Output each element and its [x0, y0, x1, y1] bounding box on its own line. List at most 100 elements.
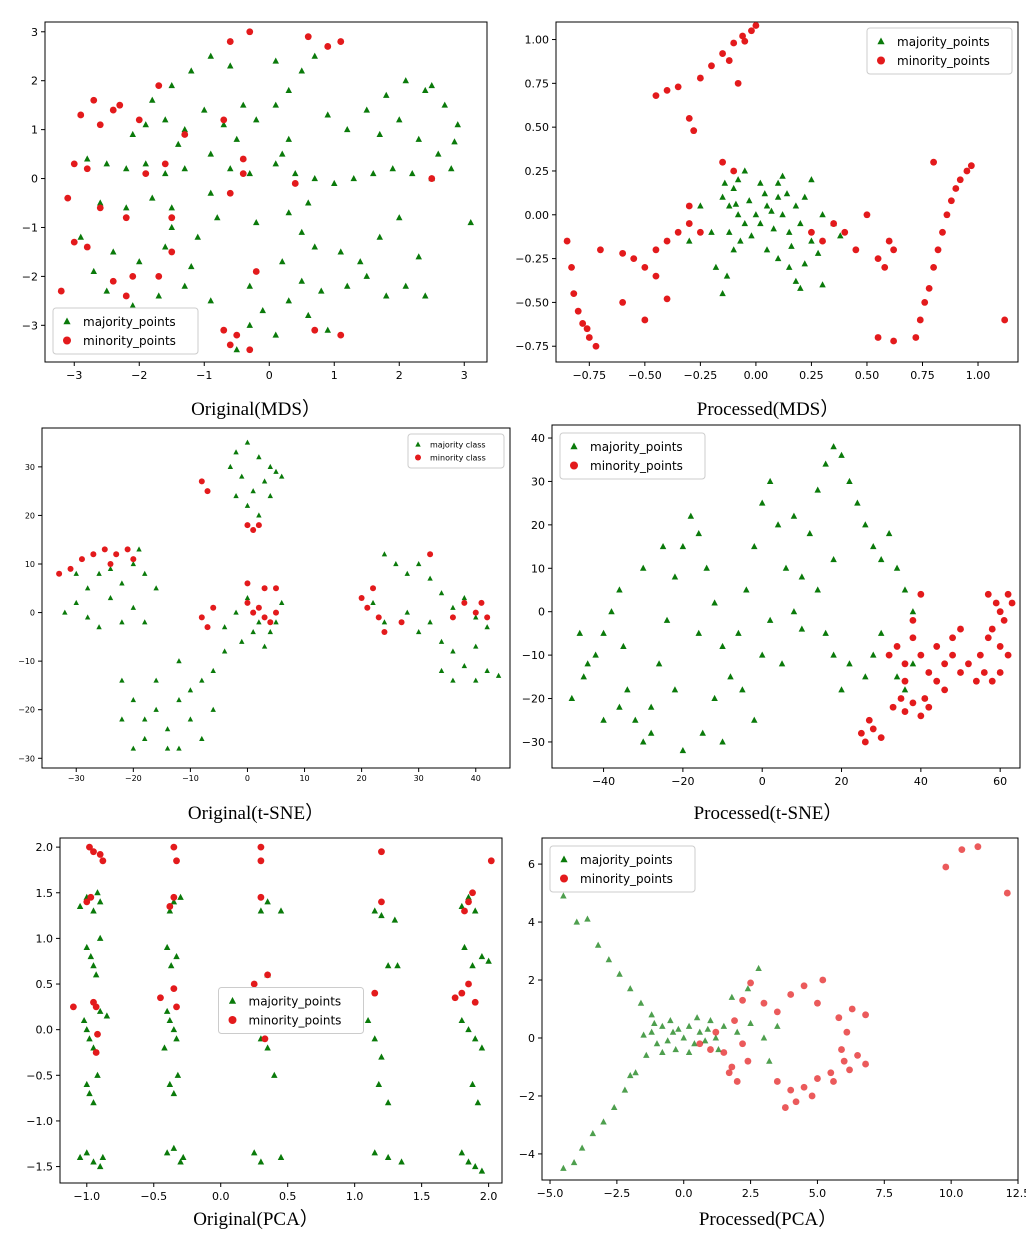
y-tick-label: 0.75: [525, 77, 550, 90]
panel-original-mds: −3 −2 −1 0 1 2 3 −3 −2 −1 0 1 2 3 majority_points minor…: [0, 0, 512, 420]
data-point-minority: [157, 994, 164, 1002]
data-point-minority: [974, 843, 982, 851]
data-point-minority: [579, 320, 587, 327]
data-point-minority: [933, 643, 941, 650]
data-point-majority: [707, 1016, 714, 1024]
data-point-majority: [798, 625, 806, 632]
data-point-majority: [484, 624, 490, 630]
panel-original-pca: −1.0 −0.5 0.0 0.5 1.0 1.5 2.0 −1.5 −1.0 −0.5 0.0 0.…: [0, 830, 512, 1234]
data-point-majority: [632, 1069, 639, 1076]
data-point-majority: [901, 686, 909, 693]
data-point-majority: [166, 1080, 174, 1087]
data-point-majority: [99, 1153, 107, 1160]
data-point-minority: [428, 175, 436, 182]
data-point-majority: [580, 673, 587, 680]
x-tick-label: −1: [196, 369, 212, 382]
data-point-majority: [163, 943, 171, 951]
data-point-majority: [246, 282, 253, 289]
data-point-minority: [862, 1060, 869, 1068]
data-point-majority: [136, 258, 143, 265]
data-point-majority: [761, 190, 769, 197]
y-tick-label: −1.0: [26, 1115, 53, 1128]
legend-marker-majority: [415, 441, 421, 447]
y-tick-label: −0.25: [515, 253, 549, 266]
data-point-majority: [376, 233, 383, 240]
data-point-minority: [685, 220, 693, 227]
data-point-majority: [233, 609, 239, 615]
y-tick-label: −20: [18, 706, 35, 715]
data-point-minority: [781, 1104, 789, 1111]
data-point-majority: [250, 1149, 258, 1156]
data-point-minority: [250, 527, 257, 533]
data-point-majority: [324, 326, 331, 333]
data-point-minority: [730, 39, 738, 47]
data-point-majority: [806, 529, 814, 537]
data-point-minority: [83, 243, 91, 251]
data-point-minority: [465, 980, 472, 988]
data-point-majority: [285, 86, 292, 94]
data-point-majority: [318, 287, 325, 294]
data-point-minority: [161, 160, 169, 168]
data-point-minority: [854, 1051, 861, 1059]
data-point-minority: [814, 1075, 821, 1082]
data-point-minority: [934, 246, 942, 254]
data-point-majority: [285, 209, 292, 216]
data-point-majority: [298, 228, 305, 235]
data-point-majority: [163, 1149, 171, 1156]
data-point-minority: [652, 272, 660, 280]
data-point-majority: [600, 629, 607, 636]
data-point-majority: [83, 943, 91, 951]
data-point-minority: [324, 43, 332, 50]
data-point-minority: [233, 331, 241, 339]
data-point-majority: [168, 81, 175, 89]
data-point-minority: [478, 599, 485, 606]
data-point-majority: [149, 194, 156, 201]
data-point-majority: [256, 619, 262, 625]
data-point-minority: [912, 334, 920, 341]
legend-label: minority_points: [83, 334, 176, 348]
data-point-minority: [641, 316, 649, 324]
data-point-majority: [909, 608, 917, 615]
data-point-minority: [728, 1063, 736, 1071]
data-point-minority: [109, 106, 117, 114]
x-tick-label: 1.00: [966, 369, 991, 382]
y-tick-label: 0: [31, 173, 38, 186]
data-point-minority: [398, 619, 405, 626]
data-point-majority: [94, 889, 101, 896]
data-point-minority: [996, 669, 1004, 676]
data-point-majority: [798, 573, 806, 580]
data-point-majority: [393, 561, 399, 567]
data-point-majority: [272, 160, 279, 167]
data-point-majority: [790, 608, 798, 615]
data-point-minority: [965, 660, 972, 668]
x-tick-label: −2.5: [604, 1187, 631, 1200]
data-point-minority: [90, 848, 97, 856]
data-point-majority: [610, 1103, 618, 1111]
y-tick-label: −1.5: [26, 1161, 53, 1174]
data-point-majority: [757, 179, 764, 186]
x-tick-label: 0.50: [855, 369, 880, 382]
data-point-majority: [277, 1153, 285, 1160]
data-point-minority: [173, 1003, 180, 1011]
data-point-majority: [774, 1022, 781, 1029]
data-point-majority: [695, 629, 702, 636]
data-point-majority: [862, 673, 869, 680]
data-point-majority: [84, 614, 91, 620]
panel-processed-tsne: −40 −20 0 20 40 60 −30 −20 −10 0 10 20 30 40 majority_…: [512, 420, 1026, 830]
data-point-minority: [674, 83, 682, 91]
data-point-majority: [90, 962, 97, 969]
data-point-majority: [409, 170, 416, 177]
data-point-minority: [792, 1098, 800, 1106]
data-point-majority: [279, 473, 285, 479]
data-point-majority: [779, 172, 786, 179]
data-point-minority: [471, 998, 479, 1006]
legend-label: majority_points: [249, 994, 342, 1008]
data-point-minority: [78, 556, 85, 563]
data-point-minority: [198, 478, 205, 485]
data-point-minority: [663, 86, 671, 94]
data-point-majority: [669, 1028, 677, 1035]
data-point-majority: [279, 150, 286, 157]
data-point-majority: [778, 660, 786, 667]
data-point-minority: [957, 669, 964, 676]
data-point-minority: [652, 92, 660, 100]
